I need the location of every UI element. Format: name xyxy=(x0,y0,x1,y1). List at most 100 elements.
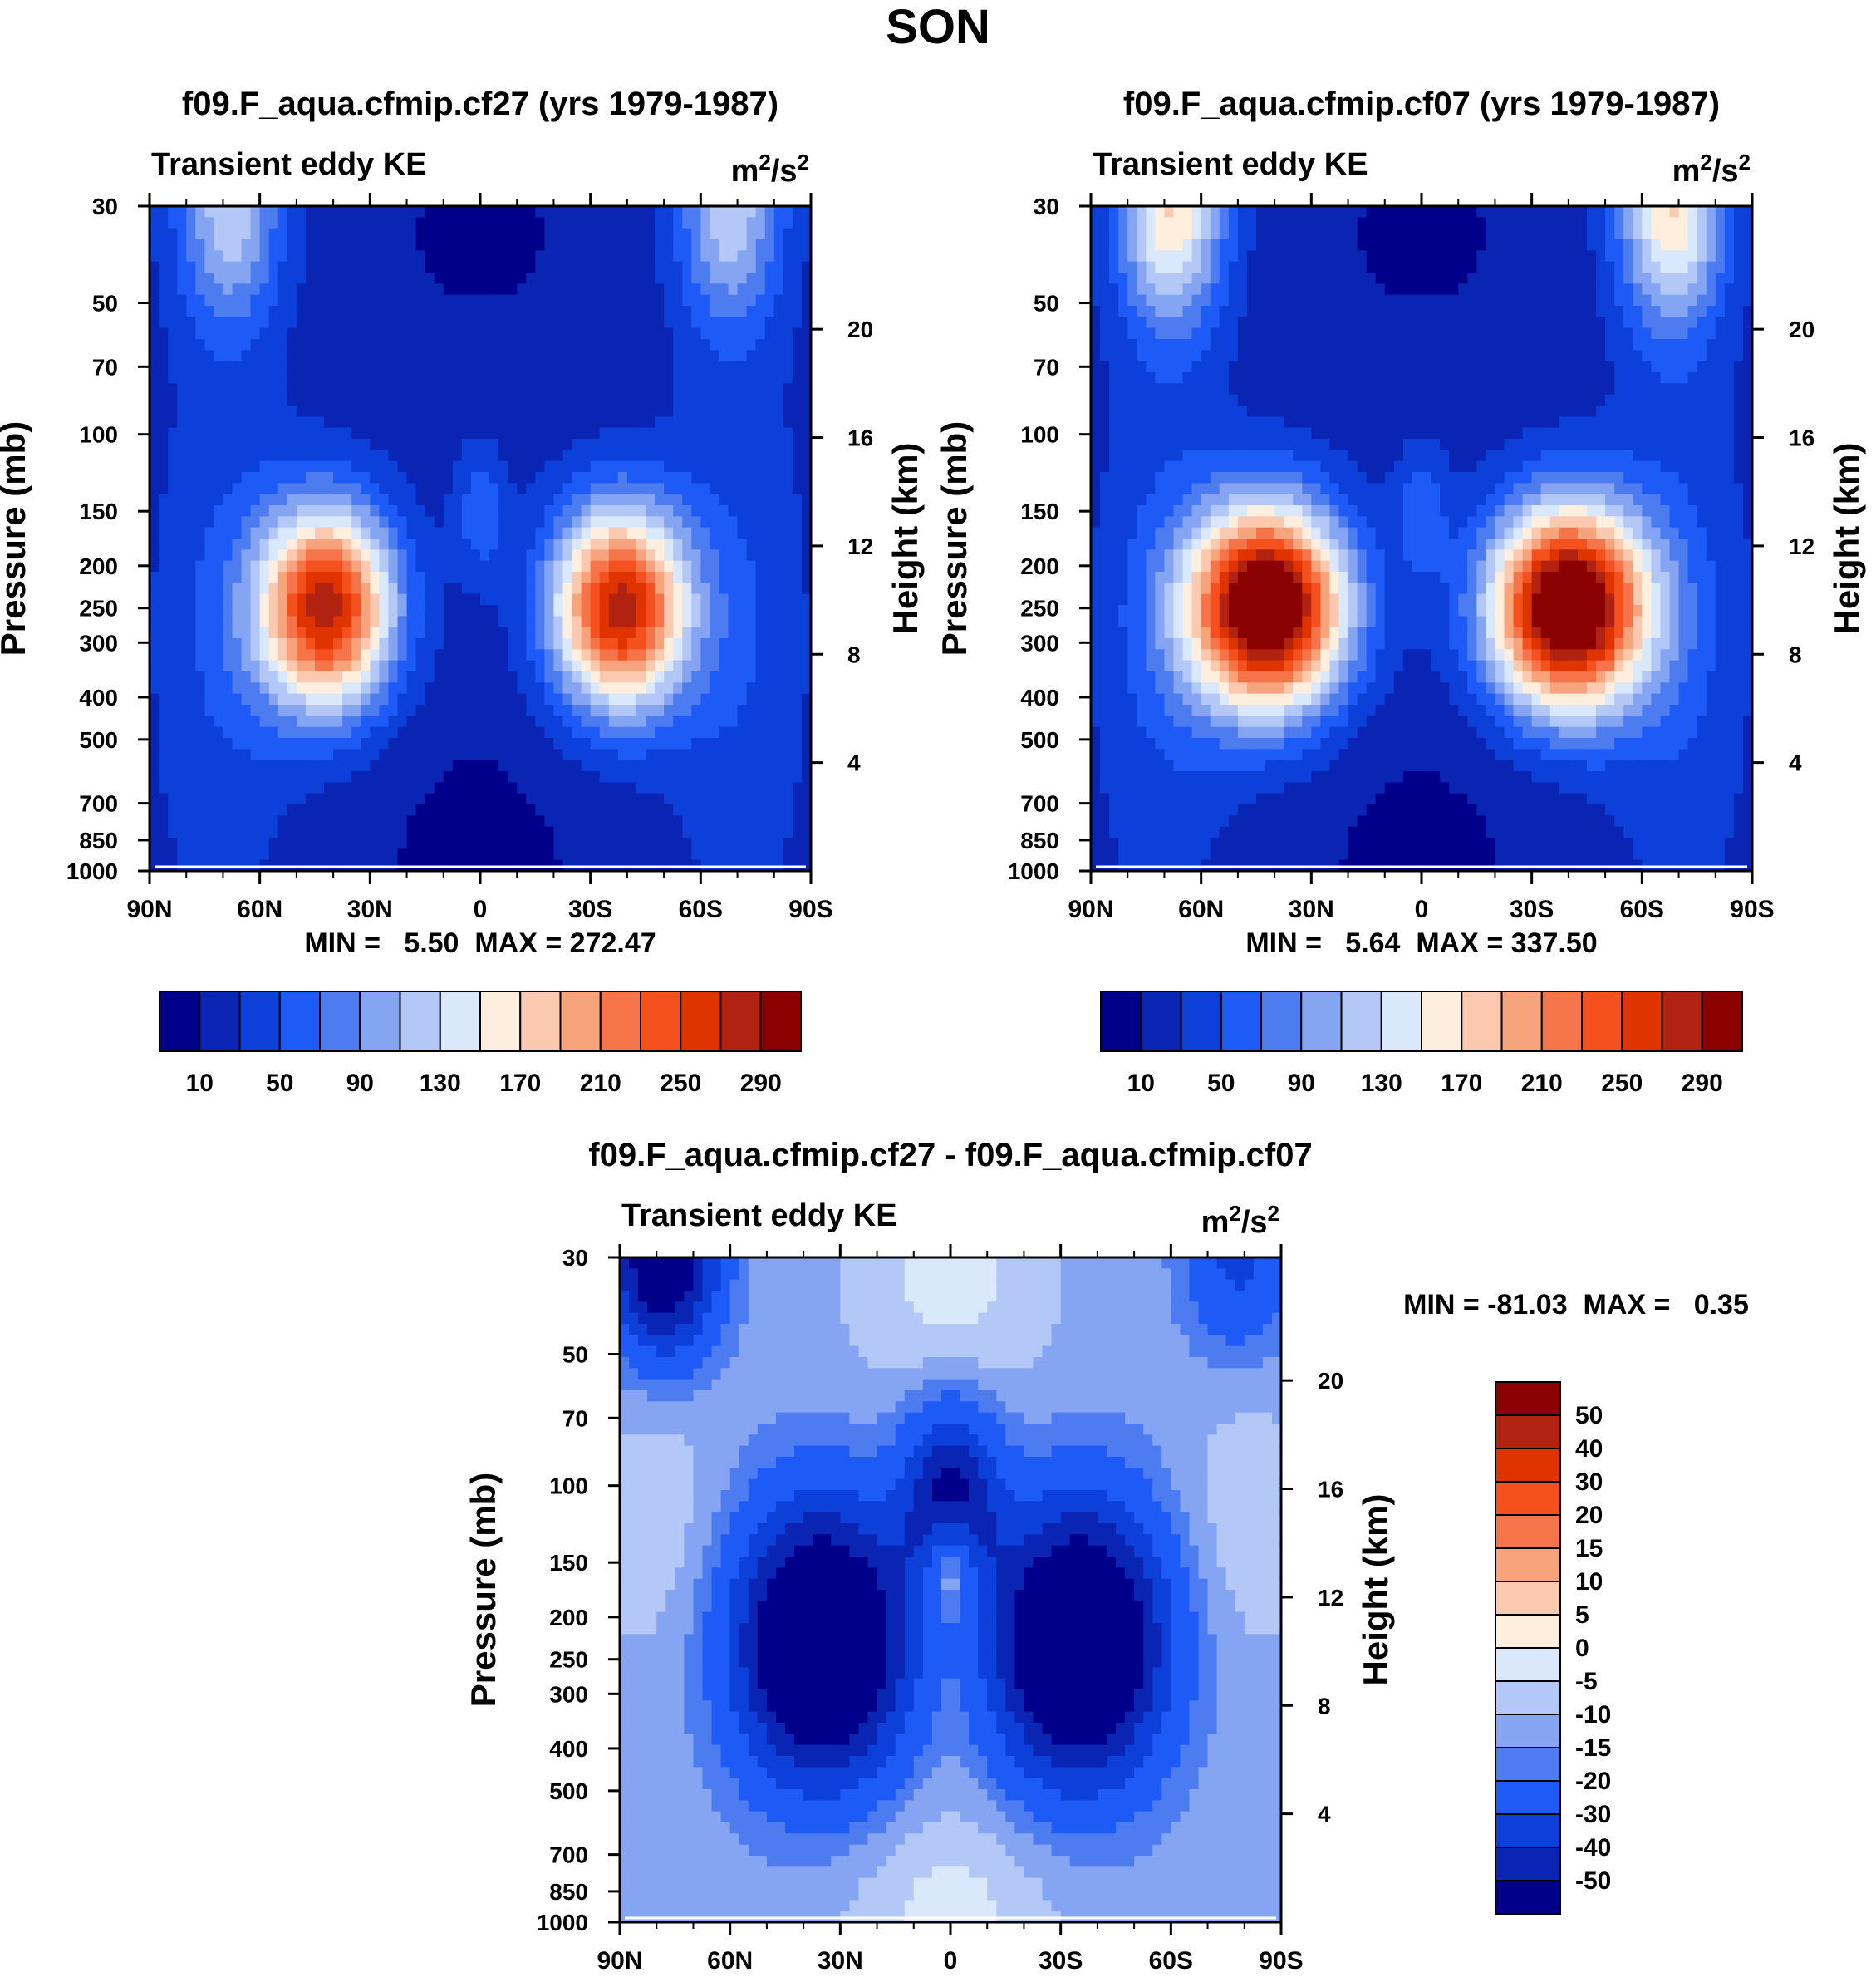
field-cell xyxy=(287,583,297,594)
field-cell xyxy=(526,516,536,528)
field-cell xyxy=(223,262,233,273)
field-cell xyxy=(186,361,196,373)
field-cell xyxy=(582,239,592,251)
field-cell xyxy=(214,682,223,694)
field-cell xyxy=(1127,206,1137,218)
field-cell xyxy=(765,682,775,694)
field-cell xyxy=(315,206,325,218)
field-cell xyxy=(1523,217,1533,229)
field-cell xyxy=(333,416,343,428)
field-cell xyxy=(738,428,748,440)
field-cell xyxy=(425,694,435,706)
field-cell xyxy=(315,583,325,594)
field-cell xyxy=(1449,217,1459,229)
field-cell xyxy=(756,250,766,262)
field-cell xyxy=(1174,239,1184,251)
field-cell xyxy=(609,350,619,361)
field-cell xyxy=(287,439,297,450)
field-cell xyxy=(563,361,573,373)
field-cell xyxy=(388,572,398,583)
field-cell xyxy=(278,450,288,461)
field-cell xyxy=(361,771,371,783)
field-cell xyxy=(747,505,757,517)
field-cell xyxy=(186,229,196,240)
field-cell xyxy=(489,317,499,328)
field-cell xyxy=(609,273,619,284)
field-cell xyxy=(1422,239,1432,251)
field-cell xyxy=(177,771,187,783)
field-cell xyxy=(195,627,205,639)
field-cell xyxy=(214,838,223,849)
field-cell xyxy=(591,317,601,328)
field-cell xyxy=(553,528,563,539)
field-cell xyxy=(480,295,490,307)
field-cell xyxy=(260,516,270,528)
field-cell xyxy=(351,439,361,450)
field-cell xyxy=(398,461,408,473)
field-cell xyxy=(1495,250,1505,262)
field-cell xyxy=(765,827,775,839)
field-cell xyxy=(747,549,757,561)
field-cell xyxy=(1376,229,1386,240)
field-cell xyxy=(700,229,710,240)
field-cell xyxy=(223,539,233,550)
field-cell xyxy=(233,594,243,606)
field-cell xyxy=(480,450,490,461)
field-cell xyxy=(186,594,196,606)
field-cell xyxy=(618,328,628,340)
field-cell xyxy=(591,572,601,583)
field-cell xyxy=(186,406,196,417)
field-cell xyxy=(462,273,472,284)
field-cell xyxy=(1679,217,1689,229)
field-cell xyxy=(1605,250,1615,262)
field-cell xyxy=(729,395,739,406)
field-cell xyxy=(333,827,343,839)
field-cell xyxy=(517,804,527,816)
field-cell xyxy=(535,583,545,594)
field-cell xyxy=(233,727,243,739)
field-cell xyxy=(517,827,527,839)
field-cell xyxy=(655,217,665,229)
field-cell xyxy=(682,705,692,716)
field-cell xyxy=(591,716,601,727)
field-cell xyxy=(627,206,637,218)
field-cell xyxy=(535,283,545,295)
field-cell xyxy=(370,771,380,783)
field-cell xyxy=(1651,229,1661,240)
field-cell xyxy=(553,815,563,827)
field-cell xyxy=(223,782,233,794)
field-cell xyxy=(251,572,261,583)
field-cell xyxy=(783,406,793,417)
field-cell xyxy=(388,760,398,772)
field-cell xyxy=(793,616,803,627)
field-cell xyxy=(783,383,793,395)
field-cell xyxy=(342,461,352,473)
field-cell xyxy=(563,661,573,672)
field-cell xyxy=(489,671,499,683)
field-cell xyxy=(342,815,352,827)
field-cell xyxy=(774,716,784,727)
field-cell xyxy=(508,782,518,794)
field-cell xyxy=(636,561,646,573)
field-cell xyxy=(361,372,371,384)
field-cell xyxy=(278,395,288,406)
field-cell xyxy=(691,605,701,617)
field-cell xyxy=(600,206,610,218)
field-cell xyxy=(1284,239,1294,251)
field-cell xyxy=(517,694,527,706)
field-cell xyxy=(700,483,710,494)
field-cell xyxy=(444,250,454,262)
field-cell xyxy=(251,439,261,450)
field-cell xyxy=(177,461,187,473)
field-cell xyxy=(233,350,243,361)
field-cell xyxy=(1146,206,1156,218)
field-cell xyxy=(535,572,545,583)
field-cell xyxy=(618,217,628,229)
field-cell xyxy=(333,483,343,494)
field-cell xyxy=(388,583,398,594)
field-cell xyxy=(425,250,435,262)
field-cell xyxy=(1394,273,1404,284)
field-cell xyxy=(710,339,719,351)
field-cell xyxy=(186,848,196,860)
field-cell xyxy=(370,649,380,661)
